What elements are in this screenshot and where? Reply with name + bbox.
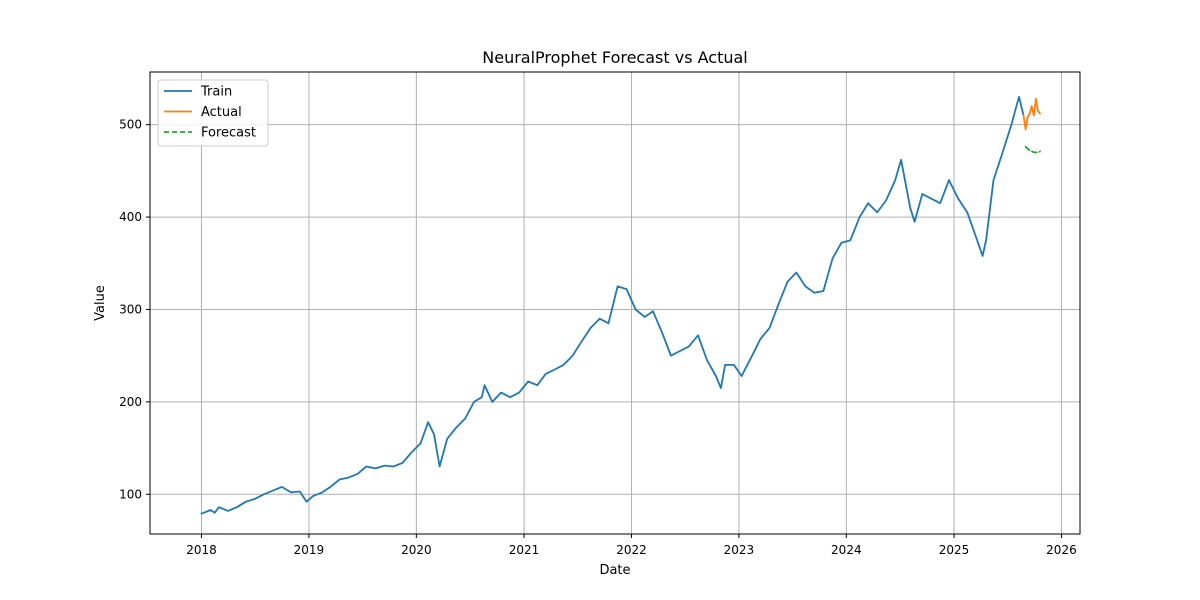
legend-label-actual: Actual [201,105,242,120]
x-tick-label: 2021 [509,543,540,557]
x-axis: 2018 2019 2020 2021 2022 2023 2024 2025 2026 [186,534,1077,557]
series-line-actual [1022,97,1041,131]
grid [150,72,1080,534]
legend-box [157,79,269,147]
chart-title: NeuralProphet Forecast vs Actual [482,48,747,67]
x-tick-label: 2020 [401,543,432,557]
series-line-forecast [1024,145,1041,154]
plot-frame [149,71,1081,535]
y-tick-label: 300 [119,302,142,316]
legend: Train Actual Forecast [157,79,269,147]
y-tick-label: 500 [119,118,142,132]
x-tick-label: 2025 [939,543,970,557]
legend-label-train: Train [200,85,232,100]
x-tick-label: 2018 [186,543,217,557]
x-tick-label: 2023 [724,543,755,557]
y-axis: 100 200 300 400 500 [119,118,150,501]
series-line-train [200,96,1025,515]
y-tick-label: 200 [119,395,142,409]
plot-series [200,96,1041,515]
x-tick-label: 2026 [1046,543,1077,557]
x-tick-label: 2022 [616,543,647,557]
x-tick-label: 2019 [294,543,325,557]
y-axis-label: Value [93,285,108,321]
y-tick-label: 100 [119,487,142,501]
x-tick-label: 2024 [831,543,862,557]
legend-label-forecast: Forecast [201,126,256,141]
x-axis-label: Date [599,563,630,578]
y-tick-label: 400 [119,210,142,224]
